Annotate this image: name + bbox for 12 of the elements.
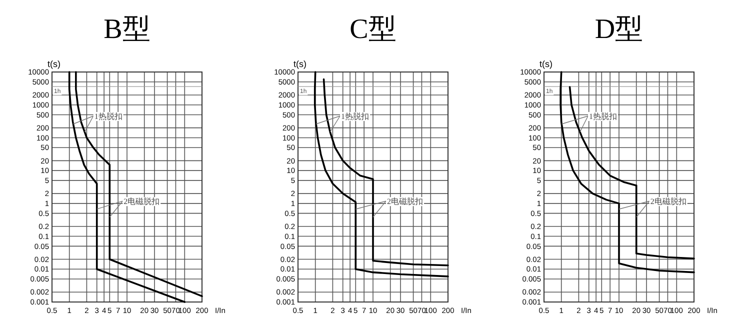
chart-title: B型 <box>104 14 150 45</box>
annotation: 1热脱扣 <box>588 112 617 121</box>
annotation: 2电磁脱扣 <box>387 197 423 206</box>
y-axis-title: t(s) <box>294 59 306 69</box>
annotation: 1热脱扣 <box>341 112 370 121</box>
chart-title: C型 <box>350 14 396 45</box>
y-axis-title: t(s) <box>48 59 60 69</box>
chart-title: D型 <box>594 14 644 45</box>
y-axis-title: t(s) <box>540 59 552 69</box>
annotation: 1热脱扣 <box>94 112 122 121</box>
annotation: 2电磁脱扣 <box>124 197 160 206</box>
annotation: 2电磁脱扣 <box>650 197 686 206</box>
